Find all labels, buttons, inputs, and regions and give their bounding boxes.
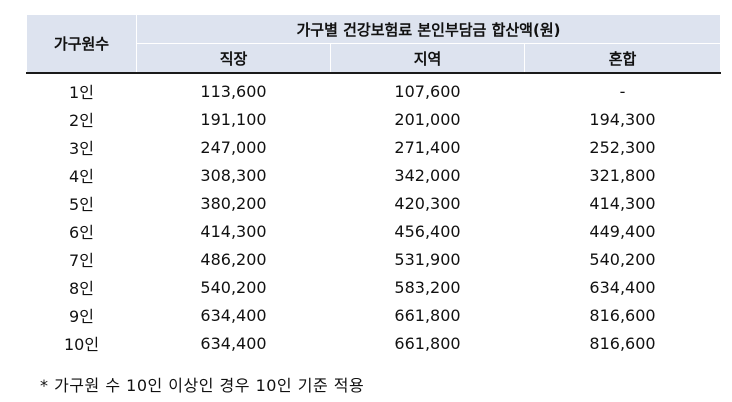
table-row: 9인 634,400 661,800 816,600 bbox=[26, 300, 721, 330]
workplace-cell: 113,600 bbox=[136, 72, 331, 106]
household-cell: 5인 bbox=[26, 188, 137, 218]
regional-cell: 107,600 bbox=[330, 72, 525, 106]
workplace-cell: 247,000 bbox=[136, 132, 331, 162]
household-cell: 3인 bbox=[26, 132, 137, 162]
workplace-cell: 191,100 bbox=[136, 104, 331, 134]
column-header-mixed: 혼합 bbox=[524, 43, 721, 74]
table-row: 5인 380,200 420,300 414,300 bbox=[26, 188, 721, 218]
footnote: * 가구원 수 10인 이상인 경우 10인 기준 적용 bbox=[40, 376, 365, 395]
mixed-cell: 816,600 bbox=[524, 300, 721, 330]
workplace-cell: 380,200 bbox=[136, 188, 331, 218]
mixed-cell: 449,400 bbox=[524, 216, 721, 246]
workplace-cell: 414,300 bbox=[136, 216, 331, 246]
mixed-cell: 321,800 bbox=[524, 160, 721, 190]
mixed-cell: 540,200 bbox=[524, 244, 721, 274]
table-row: 6인 414,300 456,400 449,400 bbox=[26, 216, 721, 246]
table-header: 가구원수 가구별 건강보험료 본인부담금 합산액(원) 직장 지역 혼합 bbox=[26, 14, 721, 74]
mixed-cell: - bbox=[524, 72, 721, 106]
regional-cell: 271,400 bbox=[330, 132, 525, 162]
table-row: 10인 634,400 661,800 816,600 bbox=[26, 328, 721, 358]
household-cell: 2인 bbox=[26, 104, 137, 134]
workplace-cell: 634,400 bbox=[136, 300, 331, 330]
household-count-header: 가구원수 bbox=[26, 14, 137, 74]
mixed-cell: 634,400 bbox=[524, 272, 721, 302]
workplace-cell: 308,300 bbox=[136, 160, 331, 190]
regional-cell: 201,000 bbox=[330, 104, 525, 134]
regional-cell: 420,300 bbox=[330, 188, 525, 218]
household-cell: 1인 bbox=[26, 72, 137, 106]
premium-table: 가구원수 가구별 건강보험료 본인부담금 합산액(원) 직장 지역 혼합 1인 … bbox=[26, 14, 721, 358]
household-cell: 6인 bbox=[26, 216, 137, 246]
regional-cell: 531,900 bbox=[330, 244, 525, 274]
table-row: 2인 191,100 201,000 194,300 bbox=[26, 104, 721, 134]
table-row: 1인 113,600 107,600 - bbox=[26, 72, 721, 106]
mixed-cell: 414,300 bbox=[524, 188, 721, 218]
regional-cell: 583,200 bbox=[330, 272, 525, 302]
regional-cell: 342,000 bbox=[330, 160, 525, 190]
mixed-cell: 816,600 bbox=[524, 328, 721, 358]
column-header-regional: 지역 bbox=[330, 43, 525, 74]
table-row: 8인 540,200 583,200 634,400 bbox=[26, 272, 721, 302]
household-cell: 8인 bbox=[26, 272, 137, 302]
regional-cell: 661,800 bbox=[330, 328, 525, 358]
household-cell: 4인 bbox=[26, 160, 137, 190]
workplace-cell: 634,400 bbox=[136, 328, 331, 358]
table-row: 4인 308,300 342,000 321,800 bbox=[26, 160, 721, 190]
premium-sum-header: 가구별 건강보험료 본인부담금 합산액(원) bbox=[136, 14, 721, 44]
household-cell: 10인 bbox=[26, 328, 137, 358]
workplace-cell: 486,200 bbox=[136, 244, 331, 274]
table-row: 7인 486,200 531,900 540,200 bbox=[26, 244, 721, 274]
table-body: 1인 113,600 107,600 - 2인 191,100 201,000 … bbox=[26, 72, 721, 358]
header-row-sub: 직장 지역 혼합 bbox=[26, 43, 721, 74]
workplace-cell: 540,200 bbox=[136, 272, 331, 302]
mixed-cell: 252,300 bbox=[524, 132, 721, 162]
header-row-top: 가구원수 가구별 건강보험료 본인부담금 합산액(원) bbox=[26, 14, 721, 74]
regional-cell: 661,800 bbox=[330, 300, 525, 330]
mixed-cell: 194,300 bbox=[524, 104, 721, 134]
table-row: 3인 247,000 271,400 252,300 bbox=[26, 132, 721, 162]
regional-cell: 456,400 bbox=[330, 216, 525, 246]
household-cell: 7인 bbox=[26, 244, 137, 274]
column-header-workplace: 직장 bbox=[136, 43, 331, 74]
household-cell: 9인 bbox=[26, 300, 137, 330]
